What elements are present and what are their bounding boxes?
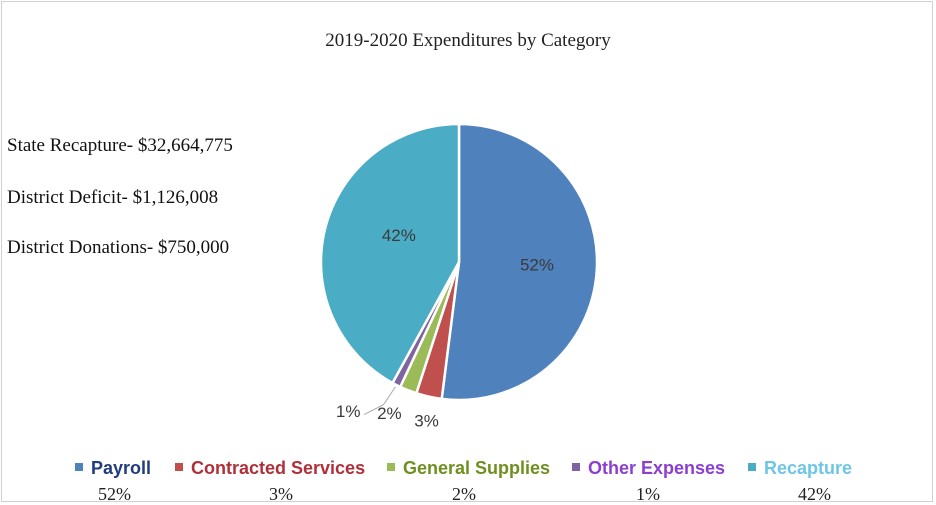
pie-slice-payroll: [440, 122, 599, 402]
data-label-general-supplies: 2%: [377, 404, 402, 423]
legend-item-payroll: Payroll: [75, 458, 151, 479]
data-label-recapture: 42%: [382, 226, 416, 245]
legend-pct-other-expenses: 1%: [636, 484, 660, 504]
data-label-contracted-services: 3%: [414, 412, 439, 431]
legend-pct-payroll: 52%: [98, 484, 131, 504]
legend-item-other-expenses: Other Expenses: [572, 458, 725, 479]
data-label-other-expenses: 1%: [336, 402, 361, 421]
legend-swatch-contracted-services: [175, 463, 183, 472]
legend-swatch-other-expenses: [572, 463, 580, 472]
legend-swatch-general-supplies: [387, 463, 395, 472]
chart-title: 2019-2020 Expenditures by Category: [325, 30, 611, 51]
note-district-deficit: District Deficit- $1,126,008: [7, 187, 219, 208]
legend-pct-general-supplies: 2%: [452, 484, 476, 504]
legend-item-general-supplies: General Supplies: [387, 458, 550, 479]
legend-label-contracted-services: Contracted Services: [191, 458, 366, 478]
note-state-recapture: State Recapture- $32,664,775: [7, 135, 233, 156]
legend-label-payroll: Payroll: [91, 458, 152, 478]
legend-item-contracted-services: Contracted Services: [175, 458, 365, 479]
legend-pct-contracted-services: 3%: [269, 484, 293, 504]
data-label-payroll: 52%: [520, 255, 554, 274]
leader-line-other-expenses: [363, 386, 396, 416]
legend-swatch-payroll: [75, 463, 83, 472]
legend-pct-recapture: 42%: [798, 484, 831, 504]
note-district-donations: District Donations- $750,000: [7, 237, 230, 258]
legend-item-recapture: Recapture: [748, 458, 852, 479]
legend-label-recapture: Recapture: [764, 458, 853, 478]
pie-slice-recapture: [319, 122, 461, 385]
legend-label-general-supplies: General Supplies: [403, 458, 551, 478]
legend-swatch-recapture: [748, 463, 756, 472]
legend-label-other-expenses: Other Expenses: [588, 458, 726, 478]
